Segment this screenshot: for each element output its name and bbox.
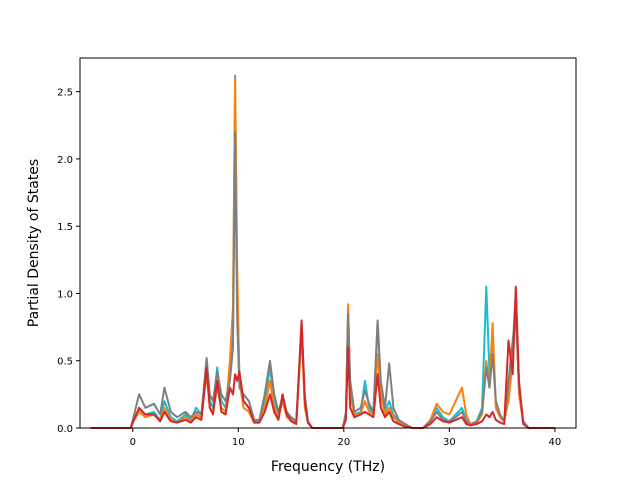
x-tick-label: 30 [443,437,456,448]
x-axis: 0 10 20 30 40 [130,428,562,448]
y-tick-label: 0.0 [57,424,73,435]
x-tick-label: 0 [130,437,136,448]
y-tick-label: 0.5 [57,357,73,368]
y-tick-label: 2.0 [57,155,73,166]
y-tick-label: 2.5 [57,88,73,99]
y-axis-title: Partial Density of States [26,159,42,327]
x-tick-label: 40 [549,437,562,448]
x-axis-title: Frequency (THz) [271,459,385,475]
x-tick-label: 10 [232,437,245,448]
x-tick-label: 20 [337,437,350,448]
y-tick-label: 1.5 [57,222,73,233]
y-axis: 0.0 0.5 1.0 1.5 2.0 2.5 [57,88,80,435]
plot-frame [79,57,577,429]
y-tick-label: 1.0 [57,289,73,300]
